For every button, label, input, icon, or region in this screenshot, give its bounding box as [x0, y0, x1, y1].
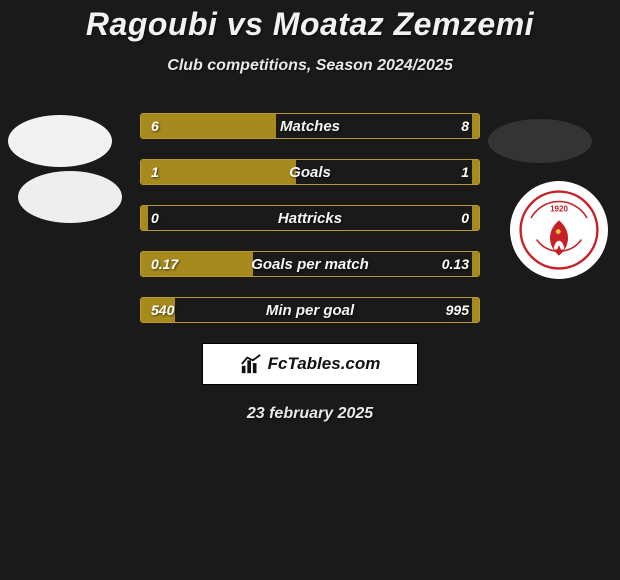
player-left-avatar-top — [8, 115, 112, 167]
stat-rows: 68Matches 11Goals 00Hattricks 0.170.13Goals… — [140, 113, 480, 323]
stat-row: 68Matches — [140, 113, 480, 139]
comparison-card: Ragoubi vs Moataz Zemzemi Club competiti… — [0, 0, 620, 423]
stat-label: Min per goal — [141, 298, 479, 322]
stat-row: 540995Min per goal — [140, 297, 480, 323]
stat-row: 11Goals — [140, 159, 480, 185]
club-badge-icon: 1920 — [519, 190, 599, 270]
player-left-avatar-bottom — [18, 171, 122, 223]
subtitle: Club competitions, Season 2024/2025 — [0, 57, 620, 75]
page-title: Ragoubi vs Moataz Zemzemi — [0, 6, 620, 43]
player-right-avatar — [488, 119, 592, 163]
club-badge-right: 1920 — [510, 181, 608, 279]
stat-row: 0.170.13Goals per match — [140, 251, 480, 277]
stat-label: Matches — [141, 114, 479, 138]
badge-year: 1920 — [550, 205, 568, 214]
stat-row: 00Hattricks — [140, 205, 480, 231]
stat-label: Goals per match — [141, 252, 479, 276]
brand-text: FcTables.com — [268, 354, 381, 374]
brand-box[interactable]: FcTables.com — [202, 343, 418, 385]
bar-chart-icon — [240, 353, 262, 375]
stats-area: 1920 68Matches 11Goals 00Hattricks 0.170.13… — [0, 113, 620, 423]
date-line: 23 february 2025 — [0, 405, 620, 423]
stat-label: Goals — [141, 160, 479, 184]
stat-label: Hattricks — [141, 206, 479, 230]
